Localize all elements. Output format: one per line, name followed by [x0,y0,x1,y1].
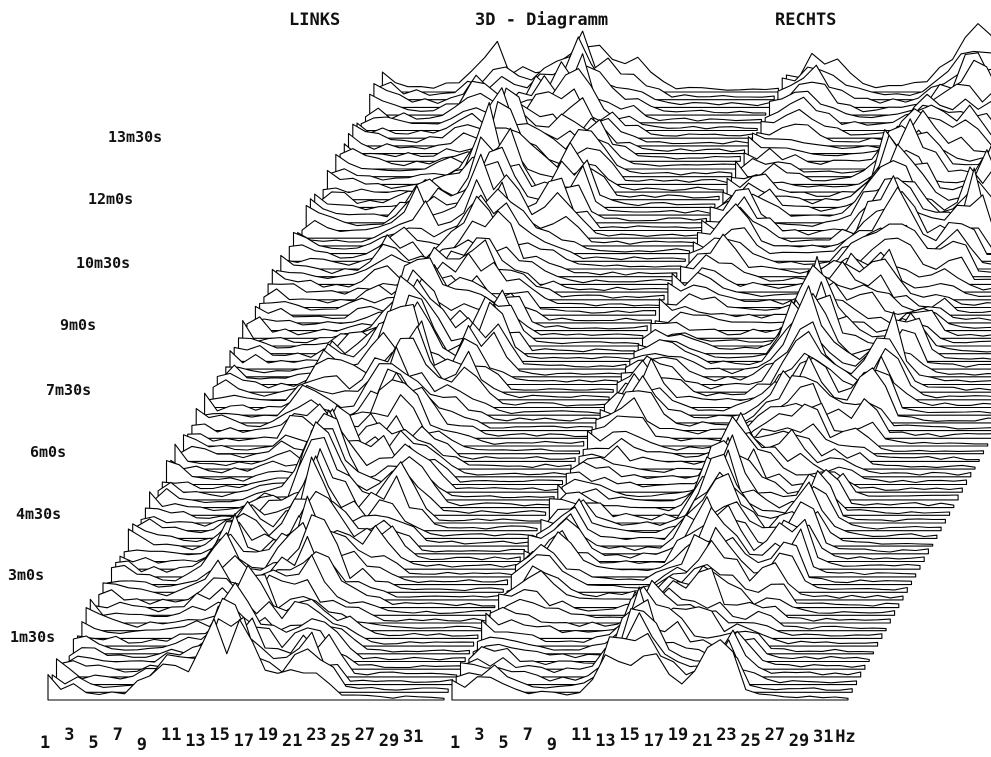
spectrum-trace-links-22 [136,455,534,539]
frequency-tick-label: 5 [498,733,508,753]
spectrum-trace-links-67 [326,127,724,193]
frequency-tick-label: 11 [571,725,591,745]
spectrum-trace-rechts-28 [565,415,963,493]
frequency-tick-label: 25 [330,731,350,751]
frequency-tick-label: 1 [40,733,50,753]
spectrum-trace-rechts-55 [680,237,991,285]
spectrum-trace-links-8 [77,599,475,647]
frequency-tick-label: 21 [692,731,712,751]
frequency-tick-label: 15 [209,725,229,745]
spectrum-trace-rechts-3 [459,612,858,686]
frequency-tick-label: 17 [644,731,664,751]
time-label: 13m30s [108,128,162,146]
panel-rechts [451,23,991,701]
spectrum-trace-links-26 [153,428,551,509]
frequency-tick-label: 7 [113,725,123,745]
time-label: 9m0s [60,316,96,334]
frequency-tick-label: 19 [258,725,278,745]
frequency-tick-label: 13 [595,731,615,751]
time-label: 12m0s [88,190,133,208]
spectrum-trace-links-29 [165,408,564,486]
frequency-tick-label: 31 [813,727,833,747]
frequency-axis-labels: 1 3 5 7 9 11 13 15 17 19 21 23 25 27 29 31 1 3 5 7 9 11 13 15 17… [40,725,856,755]
time-label: 7m30s [46,381,91,399]
frequency-tick-label: 17 [234,731,254,751]
frequency-tick-label: 1 [450,733,460,753]
time-label: 4m30s [16,505,61,523]
frequency-tick-label: 19 [668,725,688,745]
frequency-tick-label: 29 [379,731,399,751]
spectrum-trace-rechts-11 [493,567,891,624]
frequency-tick-label: 21 [282,731,302,751]
frequency-tick-label: 25 [740,731,760,751]
frequency-tick-label: 13 [185,731,205,751]
frequency-tick-label: 15 [619,725,639,745]
spectrum-trace-links-24 [144,436,542,524]
header-links: LINKS [289,10,340,30]
panel-links [47,30,779,701]
time-axis-labels: 1m30s 3m0s 4m30s 6m0s 7m30s 9m0s 10m30s 12m0s 13… [8,128,162,646]
frequency-tick-label: 7 [523,725,533,745]
spectrum-trace-links-11 [89,574,487,624]
spectrum-trace-links-69 [335,87,733,178]
frequency-tick-label: 23 [716,725,736,745]
spectrum-trace-rechts-26 [557,440,955,509]
spectrum-trace-rechts-1 [451,639,849,701]
frequency-tick-label: 11 [161,725,181,745]
frequency-tick-label: 29 [789,731,809,751]
spectrum-trace-links-1 [47,618,445,701]
time-label: 6m0s [30,443,66,461]
time-label: 1m30s [10,628,55,646]
spectrum-trace-links-49 [250,257,648,332]
spectrum-trace-links-45 [233,275,631,362]
frequency-tick-label: 3 [64,725,74,745]
frequency-tick-label: 5 [88,733,98,753]
frequency-tick-label: 27 [355,725,375,745]
spectrum-trace-rechts-7 [476,585,874,655]
time-label: 3m0s [8,566,44,584]
frequency-tick-label: 31 [403,727,423,747]
time-label: 10m30s [76,254,130,272]
spectrum-trace-links-34 [187,379,585,447]
frequency-unit-label: Hz [835,727,855,747]
header-3d-diagramm: 3D - Diagramm [475,10,608,30]
spectrum-trace-links-5 [64,603,462,670]
frequency-tick-label: 9 [137,735,147,755]
frequency-tick-label: 3 [474,725,484,745]
frequency-tick-label: 23 [306,725,326,745]
spectrum-trace-links-23 [140,448,538,532]
header-rechts: RECHTS [775,10,836,30]
frequency-tick-label: 9 [547,735,557,755]
spectrum-trace-rechts-4 [464,608,862,678]
spectrum-trace-links-74 [356,88,754,139]
frequency-tick-label: 27 [765,725,785,745]
